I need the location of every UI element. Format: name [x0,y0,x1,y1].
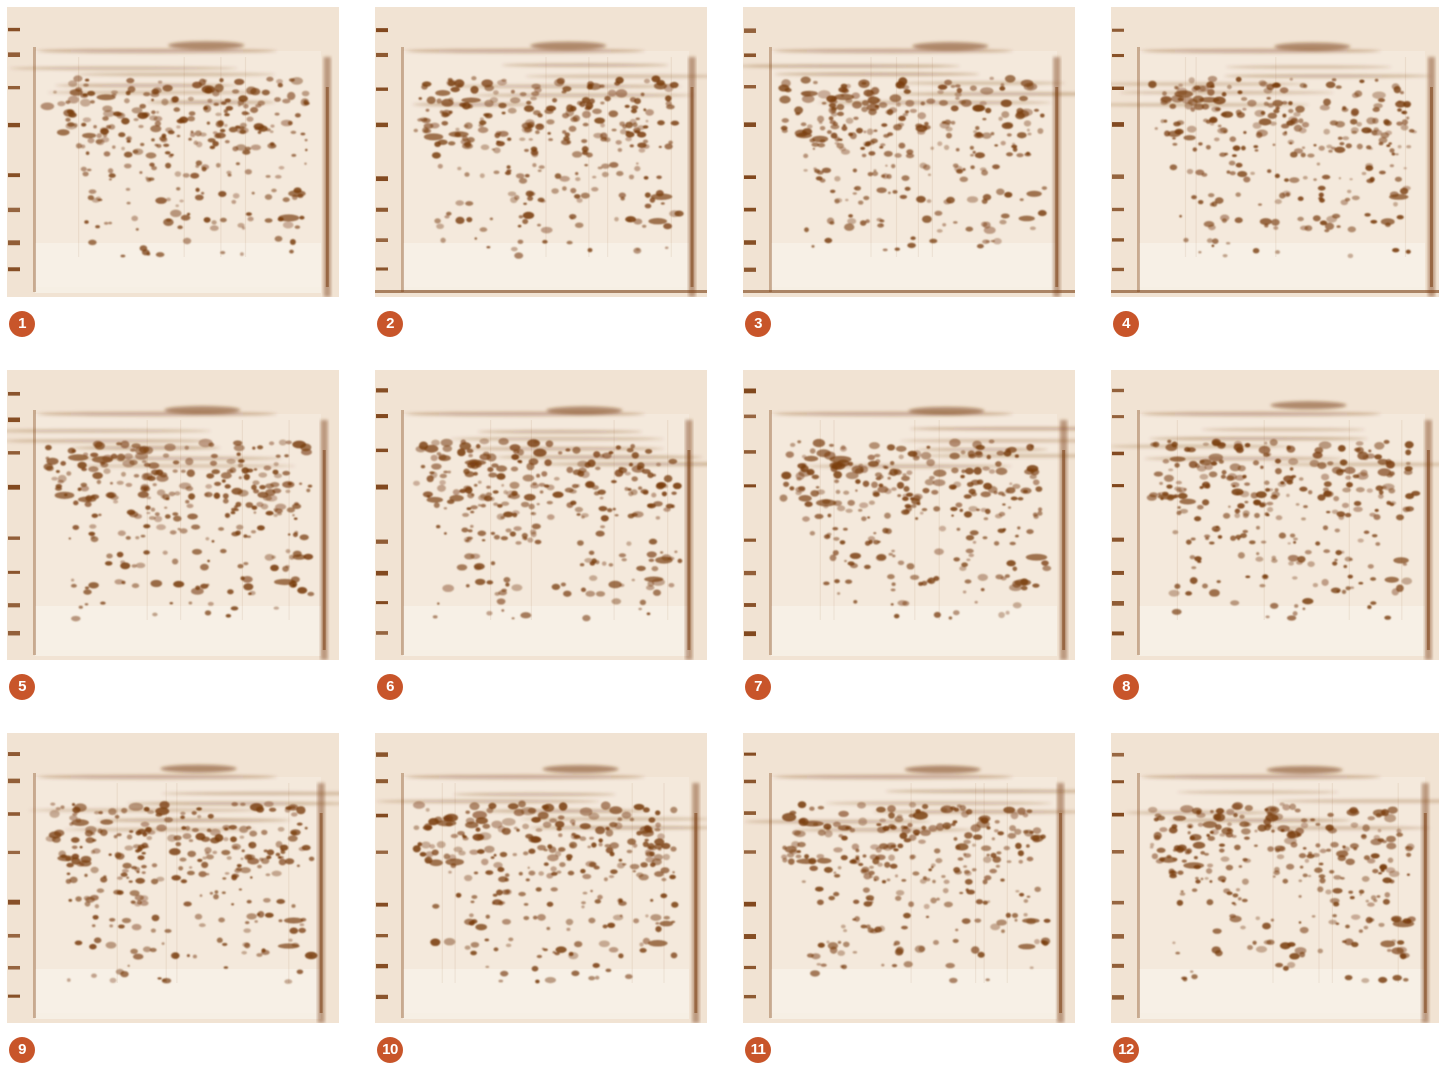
gel-panel-12: 12 [1111,733,1439,1090]
marker-ladder [744,388,756,637]
marker-ladder [8,391,20,636]
protein-spots [781,801,1051,984]
gel-image-10 [375,733,707,1023]
gel-image-3 [743,7,1075,297]
gel-image-1 [7,7,339,297]
protein-spots [45,801,318,984]
protein-spots [778,75,1048,252]
panel-number-badge-6: 6 [377,674,403,700]
gel-panel-3: 3 [743,7,1075,364]
protein-spots [1146,438,1421,621]
marker-ladder [8,752,20,998]
gel-panel-2: 2 [375,7,707,364]
panel-number-badge-1: 1 [9,311,35,337]
gel-figure-grid: 1 2 3 4 5 6 7 8 9 10 11 12 [7,7,1439,1090]
protein-spots [1148,75,1417,259]
gel-panel-6: 6 [375,370,707,727]
marker-ladder [1112,28,1124,272]
top-streaks [744,765,1075,832]
protein-spots [40,75,310,258]
protein-spots [413,75,684,259]
marker-ladder [744,28,756,272]
gel-panel-10: 10 [375,733,707,1090]
gel-image-11 [743,733,1075,1023]
protein-spots [1148,802,1416,984]
gel-panel-1: 1 [7,7,339,364]
gel-panel-7: 7 [743,370,1075,727]
marker-ladder [1112,752,1124,1000]
marker-ladder [1112,388,1124,636]
gel-image-4 [1111,7,1439,297]
protein-spots [413,437,683,622]
panel-number-badge-2: 2 [377,311,403,337]
marker-ladder [376,752,388,1000]
gel-panel-9: 9 [7,733,339,1090]
panel-number-badge-9: 9 [9,1037,35,1063]
top-streaks [376,765,707,830]
gel-image-12 [1111,733,1439,1023]
marker-ladder [744,752,756,999]
gel-image-7 [743,370,1075,660]
protein-spots [779,438,1052,620]
panel-number-badge-4: 4 [1113,311,1139,337]
marker-ladder [8,27,20,272]
panel-number-badge-5: 5 [9,674,35,700]
gel-panel-11: 11 [743,733,1075,1090]
gel-image-8 [1111,370,1439,660]
top-streaks [405,41,707,107]
marker-ladder [376,388,388,635]
gel-image-9 [7,733,339,1023]
panel-number-badge-10: 10 [377,1037,403,1063]
protein-spots [412,800,679,984]
panel-number-badge-11: 11 [745,1037,771,1063]
gel-panel-5: 5 [7,370,339,727]
panel-number-badge-3: 3 [745,311,771,337]
gel-image-2 [375,7,707,297]
marker-ladder [376,28,388,271]
protein-spots [43,438,315,622]
panel-number-badge-7: 7 [745,674,771,700]
panel-number-badge-8: 8 [1113,674,1139,700]
top-streaks [743,42,1075,105]
top-streaks [1111,42,1432,107]
panel-number-badge-12: 12 [1113,1037,1139,1063]
gel-image-5 [7,370,339,660]
gel-panel-8: 8 [1111,370,1439,727]
gel-panel-4: 4 [1111,7,1439,364]
gel-image-6 [375,370,707,660]
